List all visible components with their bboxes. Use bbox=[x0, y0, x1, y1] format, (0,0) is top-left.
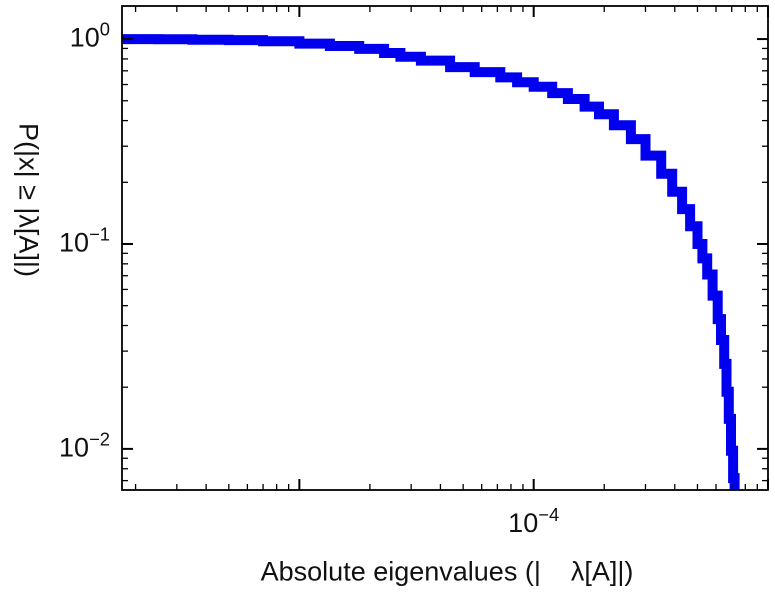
plot-frame bbox=[121, 5, 769, 491]
x-axis-label: Absolute eigenvalues (| λ[A]|) bbox=[260, 556, 634, 587]
y-tick-label: 10−2 bbox=[59, 428, 110, 463]
y-axis-label: P(|x| ≥ |λ[A]|) bbox=[13, 123, 44, 277]
tick-marks bbox=[122, 6, 769, 490]
x-tick-label: 10−4 bbox=[508, 504, 560, 539]
ccdf-curve bbox=[122, 34, 740, 490]
y-tick-label: 100 bbox=[69, 18, 110, 53]
y-tick-label: 10−1 bbox=[59, 223, 110, 258]
